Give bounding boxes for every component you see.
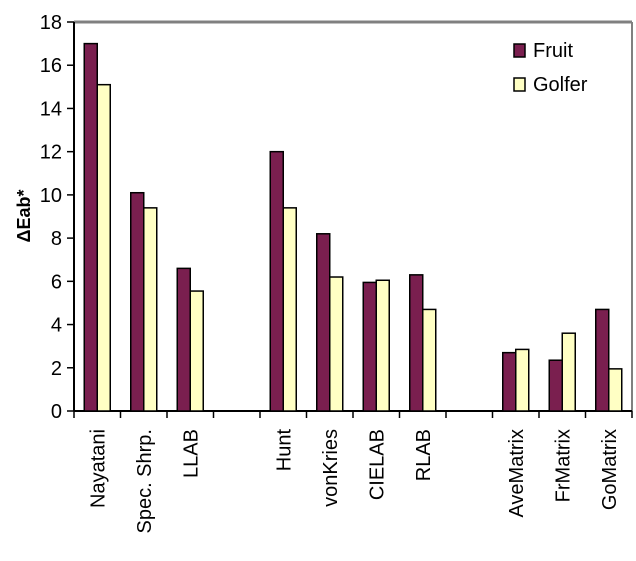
category-label: Hunt xyxy=(273,429,295,472)
legend-label-golfer: Golfer xyxy=(533,74,588,96)
bar-fruit xyxy=(409,274,424,412)
y-tick-label: 2 xyxy=(51,358,62,380)
category-label: AveMatrix xyxy=(506,429,528,518)
bar-fruit xyxy=(362,281,377,412)
bar-golfer xyxy=(329,276,344,412)
y-tick-label: 14 xyxy=(40,98,62,120)
y-tick-label: 10 xyxy=(40,185,62,207)
category-label: vonKries xyxy=(320,429,342,507)
bar-golfer xyxy=(189,290,204,412)
y-tick-label: 16 xyxy=(40,55,62,77)
category-label: GoMatrix xyxy=(599,429,621,510)
y-tick-label: 0 xyxy=(51,401,62,423)
y-tick-label: 18 xyxy=(40,12,62,34)
bar-golfer xyxy=(608,368,623,412)
legend-swatch-golfer xyxy=(513,77,526,92)
bar-fruit xyxy=(269,150,284,412)
bar-golfer xyxy=(143,207,158,412)
bar-golfer xyxy=(96,83,111,412)
bar-golfer xyxy=(515,348,530,412)
bar-golfer xyxy=(561,332,576,412)
bar-fruit xyxy=(316,233,331,412)
y-tick-label: 8 xyxy=(51,228,62,250)
bar-fruit xyxy=(502,351,517,412)
y-tick-label: 12 xyxy=(40,142,62,164)
bar-fruit xyxy=(83,42,98,412)
y-tick-label: 6 xyxy=(51,271,62,293)
category-label: RLAB xyxy=(413,429,435,481)
y-axis-title: ΔEab* xyxy=(14,190,34,243)
category-label: FrMatrix xyxy=(552,429,574,502)
bar-fruit xyxy=(130,191,145,412)
legend-swatch-fruit xyxy=(513,43,526,58)
category-label: Spec. Shrp. xyxy=(134,429,156,534)
category-label: LLAB xyxy=(180,429,202,478)
y-tick-label: 4 xyxy=(51,315,62,337)
bar-fruit xyxy=(548,359,563,412)
legend-label-fruit: Fruit xyxy=(533,40,573,62)
bar-golfer xyxy=(422,308,437,412)
category-label: Nayatani xyxy=(87,429,109,508)
bar-fruit xyxy=(595,308,610,412)
bar-golfer xyxy=(282,207,297,412)
category-label: CIELAB xyxy=(366,429,388,500)
bar-fruit xyxy=(176,267,191,412)
bar-golfer xyxy=(375,279,390,412)
